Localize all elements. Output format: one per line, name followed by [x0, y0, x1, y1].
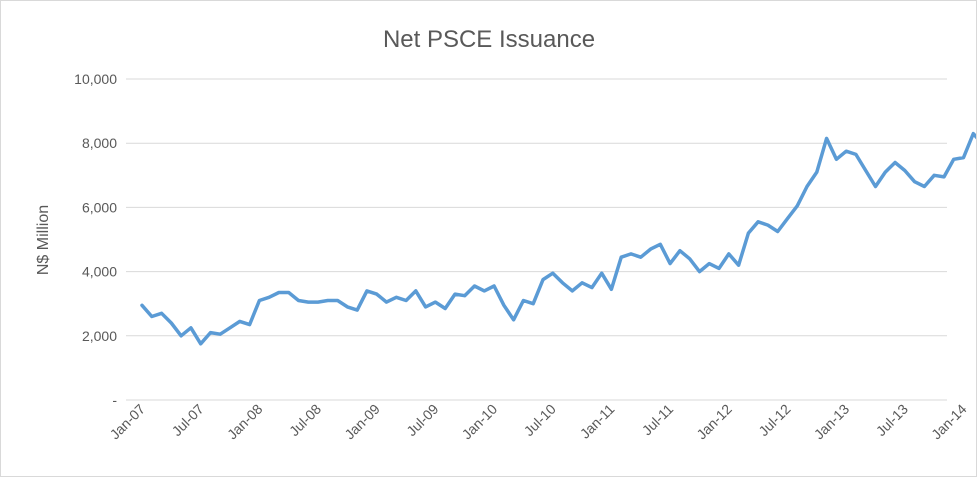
y-tick-label: 6,000 [82, 199, 117, 215]
x-tick-label: Jul-07 [169, 401, 207, 439]
x-tick-label: Jan-14 [928, 401, 970, 443]
x-tick-label: Jan-10 [459, 401, 501, 443]
series-line [140, 131, 976, 346]
x-tick-label: Jan-13 [811, 401, 853, 443]
y-tick-label: 10,000 [74, 71, 117, 87]
y-tick-label: 8,000 [82, 135, 117, 151]
x-tick-label: Jan-08 [224, 401, 266, 443]
x-tick-label: Jul-10 [521, 401, 559, 439]
x-tick-label: Jul-11 [639, 401, 677, 439]
y-tick-label: 2,000 [82, 328, 117, 344]
x-tick-label: Jul-09 [403, 401, 441, 439]
x-tick-label: Jan-09 [341, 401, 383, 443]
y-axis-label: N$ Million [35, 205, 52, 275]
y-axis-ticks: - 2,000 4,000 6,000 8,000 10,000 [74, 71, 117, 408]
y-tick-label: 4,000 [82, 264, 117, 280]
x-tick-label: Jan-12 [693, 401, 735, 443]
gridlines [126, 78, 947, 401]
y-tick-label: - [112, 392, 117, 408]
x-tick-label: Jul-12 [755, 401, 793, 439]
x-axis-ticks: Jan-07 Jul-07 Jan-08 Jul-08 Jan-09 Jul-09 Jan-… [107, 401, 970, 443]
x-tick-label: Jan-11 [577, 401, 618, 442]
x-tick-label: Jul-13 [873, 401, 911, 439]
x-tick-label: Jul-08 [286, 401, 324, 439]
chart-title: Net PSCE Issuance [383, 26, 595, 53]
